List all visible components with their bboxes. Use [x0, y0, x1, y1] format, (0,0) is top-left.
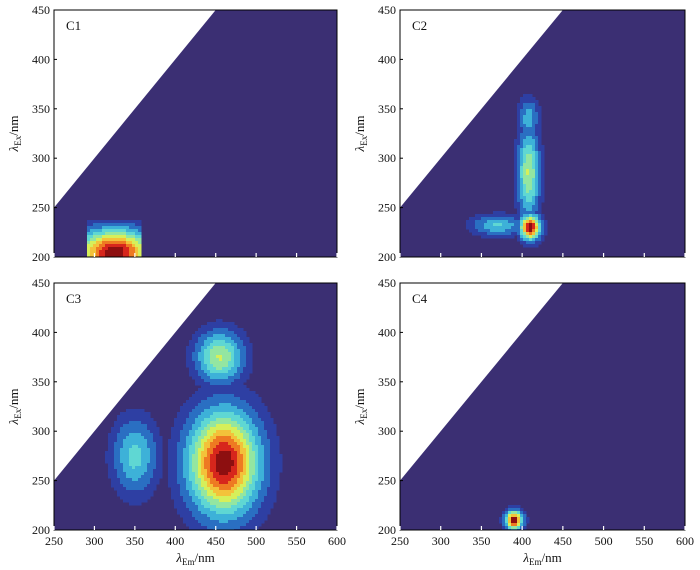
panel-label: C3	[66, 291, 81, 306]
panel-label: C4	[412, 291, 428, 306]
x-tick-label: 300	[85, 534, 103, 548]
x-tick-label: 500	[247, 534, 265, 548]
panel-label: C1	[66, 18, 81, 33]
panel-c2: 200 250 300 350 400 450 C2 λEx/nm	[352, 3, 686, 264]
y-tick-label: 200	[32, 523, 50, 537]
x-tick-label: 450	[554, 534, 572, 548]
x-tick-label: 350	[126, 534, 144, 548]
y-tick-label: 450	[378, 276, 396, 290]
x-tick-label: 450	[207, 534, 225, 548]
contour-field	[87, 220, 142, 257]
y-axis-label: λEx/nm	[352, 389, 369, 426]
x-axis-label: λEm/nm	[522, 550, 561, 567]
x-tick-label: 600	[676, 534, 694, 548]
x-tick-label: 250	[391, 534, 409, 548]
y-tick-label: 250	[378, 474, 396, 488]
y-tick-label: 400	[32, 325, 50, 339]
plot-frame	[53, 9, 338, 258]
scatter-blank-region	[400, 10, 563, 208]
y-tick-label: 250	[378, 201, 396, 215]
contour-field	[105, 319, 283, 530]
panel-label: C2	[412, 18, 427, 33]
contour-field	[466, 94, 548, 248]
x-tick-label: 350	[472, 534, 490, 548]
x-tick-label: 600	[328, 534, 346, 548]
x-axis-label: λEm/nm	[175, 550, 214, 567]
x-tick-label: 550	[635, 534, 653, 548]
y-tick-label: 350	[32, 102, 50, 116]
y-tick-label: 200	[378, 250, 396, 264]
y-tick-label: 250	[32, 201, 50, 215]
x-tick-label: 400	[513, 534, 531, 548]
y-tick-label: 400	[32, 52, 50, 66]
plot-frame	[53, 282, 338, 531]
y-tick-label: 300	[378, 424, 396, 438]
panel-c1: 200 250 300 350 400 450 C1 λEx/nm	[6, 3, 338, 264]
y-tick-label: 350	[378, 375, 396, 389]
y-axis-label: λEx/nm	[352, 116, 369, 153]
y-tick-label: 300	[32, 424, 50, 438]
x-tick-label: 300	[432, 534, 450, 548]
y-axis-label: λEx/nm	[6, 389, 23, 426]
x-tick-label: 250	[45, 534, 63, 548]
y-tick-label: 250	[32, 474, 50, 488]
plot-frame	[399, 9, 686, 258]
scatter-blank-region	[400, 283, 563, 481]
y-axis-label: λEx/nm	[6, 116, 23, 153]
y-tick-label: 400	[378, 325, 396, 339]
y-tick-label: 200	[32, 250, 50, 264]
scatter-blank-region	[54, 10, 216, 208]
y-tick-label: 450	[378, 3, 396, 17]
x-tick-label: 500	[595, 534, 613, 548]
y-tick-label: 400	[378, 52, 396, 66]
y-tick-label: 350	[32, 375, 50, 389]
x-tick-label: 550	[288, 534, 306, 548]
x-tick-label: 400	[166, 534, 184, 548]
plot-frame	[399, 282, 686, 531]
y-tick-label: 450	[32, 276, 50, 290]
y-tick-label: 200	[378, 523, 396, 537]
y-tick-label: 450	[32, 3, 50, 17]
y-tick-label: 300	[32, 151, 50, 165]
contour-field	[499, 505, 530, 530]
scatter-blank-region	[54, 283, 216, 481]
y-tick-label: 300	[378, 151, 396, 165]
y-tick-label: 350	[378, 102, 396, 116]
